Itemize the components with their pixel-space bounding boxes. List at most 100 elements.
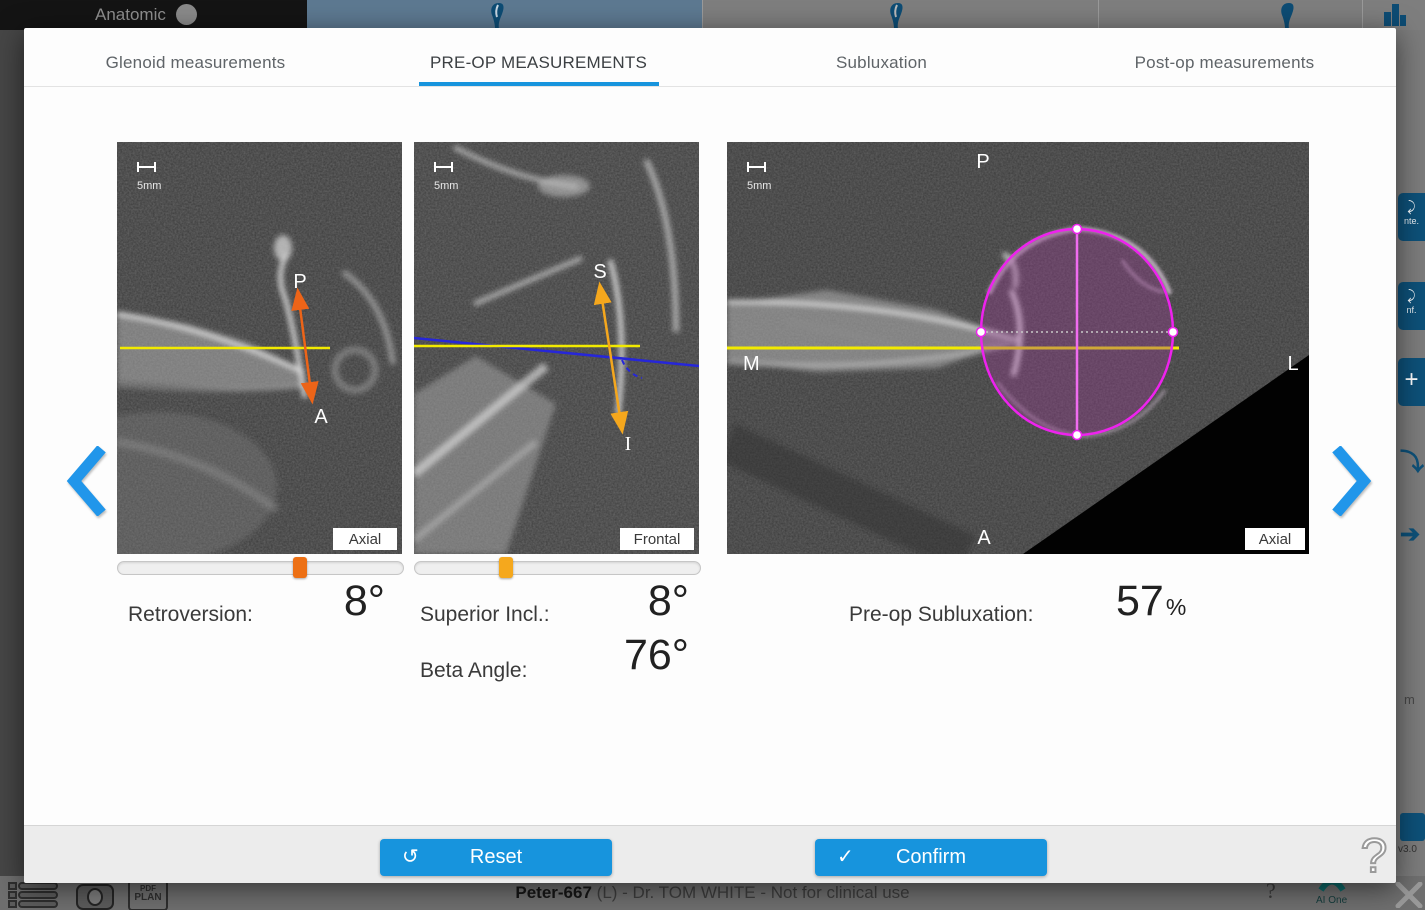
shoulder-step-icon <box>491 3 504 29</box>
retroversion-label: Retroversion: <box>128 603 253 626</box>
version-label: v3.0 <box>1398 844 1417 855</box>
app-top-bar: Anatomic <box>0 0 307 30</box>
ct-view-retroversion[interactable]: P A 5mm Axial <box>117 142 402 554</box>
subluxation-number: 57 <box>1116 577 1164 625</box>
view-badge <box>620 528 694 550</box>
pdf-plan-icon: PDF PLAN <box>128 880 168 910</box>
active-tab-underline <box>418 82 659 86</box>
confirm-icon: ✓ <box>837 846 854 868</box>
inf-label: nf. <box>1406 305 1417 315</box>
pdf-line2: PLAN <box>134 892 162 903</box>
patient-name: Peter-667 <box>515 883 592 902</box>
reference-line-blue <box>414 336 699 368</box>
view-badge <box>333 528 397 550</box>
sup-inf-button: ⤸ nf. <box>1398 282 1425 330</box>
step-thumbnail-2 <box>703 0 1099 30</box>
camera-icon <box>76 884 114 910</box>
reset-button[interactable]: ↺ Reset <box>380 839 612 876</box>
frontal-slice-slider[interactable] <box>414 557 701 578</box>
tab-glenoid-measurements[interactable]: Glenoid measurements <box>24 28 367 86</box>
confirm-label: Confirm <box>895 846 966 868</box>
scale-bar-icon <box>434 162 453 172</box>
scale-label: 5mm <box>747 180 771 192</box>
scale-label: 5mm <box>434 180 458 192</box>
rotate-arrow-icon: ⤸ <box>1407 287 1416 303</box>
scale-bar-icon <box>747 162 766 172</box>
frontal-slice-slider-handle[interactable] <box>499 557 514 578</box>
app-right-toolbar: ⤸ nte. ⤸ nf. + ⤵ ➔ m v3.0 <box>1396 30 1425 876</box>
circle-handles[interactable] <box>975 223 1179 441</box>
subluxation-unit: % <box>1165 594 1187 620</box>
view-badge-label: Axial <box>1259 531 1292 548</box>
marker-anterior: A <box>977 527 991 549</box>
patient-info: Peter-667 (L) - Dr. TOM WHITE - Not for … <box>515 883 909 903</box>
step-thumbnail-4 <box>1363 0 1425 30</box>
shoulder-step-icon <box>1281 3 1294 29</box>
next-arrow-button[interactable] <box>1330 446 1376 516</box>
tools-icon <box>1395 882 1423 908</box>
marker-posterior: P <box>976 151 989 173</box>
tab-label: PRE-OP MEASUREMENTS <box>430 53 647 72</box>
reset-icon: ↺ <box>402 846 419 868</box>
inclination-axis-arrow <box>593 281 629 435</box>
view-badge-label: Axial <box>349 531 382 548</box>
help-icon-small: ? <box>1266 878 1276 903</box>
subluxation-label: Pre-op Subluxation: <box>849 603 1034 626</box>
reset-label: Reset <box>469 846 523 868</box>
app-step-thumbnails <box>307 0 1425 30</box>
ai-one-label: AI One <box>1316 895 1348 906</box>
glenoid-axis-arrow <box>291 287 319 405</box>
layers-list-icon <box>8 882 58 908</box>
tab-preop-measurements[interactable]: PRE-OP MEASUREMENTS <box>367 28 710 86</box>
pdf-line1: PDF <box>140 884 156 893</box>
axial-slice-slider-handle[interactable] <box>293 557 308 578</box>
marker-lateral: L <box>1287 353 1298 375</box>
marker-anterior: A <box>314 406 328 428</box>
ai-one-logo: AI One <box>1316 878 1348 906</box>
ante-label: nte. <box>1403 216 1419 226</box>
tab-postop-measurements[interactable]: Post-op measurements <box>1053 28 1396 86</box>
shoulder-step-icon <box>890 3 903 29</box>
plus-label: + <box>1404 366 1419 393</box>
step-thumbnail-3 <box>1099 0 1363 30</box>
rotate-arrow-icon: ⤸ <box>1407 198 1416 214</box>
help-button[interactable]: ? <box>1349 828 1399 882</box>
mode-label: Anatomic <box>95 5 166 24</box>
help-glyph: ? <box>1361 830 1388 882</box>
dialog-tabbar: Glenoid measurements PRE-OP MEASUREMENTS… <box>24 28 1396 87</box>
confirm-button[interactable]: ✓ Confirm <box>815 839 1047 876</box>
beta-angle-label: Beta Angle: <box>420 659 528 682</box>
retroversion-value: 8° <box>343 577 385 625</box>
step-thumbnail-1 <box>307 0 703 30</box>
image-mask-corner <box>1023 355 1309 554</box>
preop-measurements-dialog: Glenoid measurements PRE-OP MEASUREMENTS… <box>24 28 1396 883</box>
view-badge <box>1245 528 1305 550</box>
patient-details: (L) - Dr. TOM WHITE - Not for clinical u… <box>596 883 910 902</box>
straight-arrow-icon: ➔ <box>1400 521 1421 548</box>
scale-label: 5mm <box>137 180 161 192</box>
tab-label: Glenoid measurements <box>105 53 286 72</box>
marker-medial: M <box>743 353 760 375</box>
results-chart-icon <box>1384 4 1406 26</box>
marker-posterior: P <box>293 271 306 293</box>
previous-arrow-button[interactable] <box>62 446 108 516</box>
marker-inferior: I <box>625 433 632 455</box>
mode-toggle-knob-icon <box>176 4 197 25</box>
tab-label: Post-op measurements <box>1134 53 1315 72</box>
dialog-footer: ↺ Reset ✓ Confirm ? <box>24 825 1396 883</box>
axial-slice-slider[interactable] <box>117 557 404 578</box>
view-badge-label: Frontal <box>634 531 681 548</box>
zoom-plus-button: + <box>1398 358 1425 406</box>
subluxation-value: 57 % <box>1116 577 1186 626</box>
ante-retro-button: ⤸ nte. <box>1398 193 1425 241</box>
version-chip <box>1400 813 1425 841</box>
marker-superior: S <box>593 261 606 283</box>
unit-label: m <box>1404 692 1415 707</box>
ct-view-subluxation[interactable]: P M L A 5mm Axial <box>727 142 1309 554</box>
beta-angle-value: 76° <box>623 631 689 679</box>
scale-bar-icon <box>137 162 156 172</box>
ct-view-inclination[interactable]: S I 5mm Frontal <box>414 142 699 554</box>
tab-subluxation[interactable]: Subluxation <box>710 28 1053 86</box>
tab-label: Subluxation <box>835 53 928 72</box>
